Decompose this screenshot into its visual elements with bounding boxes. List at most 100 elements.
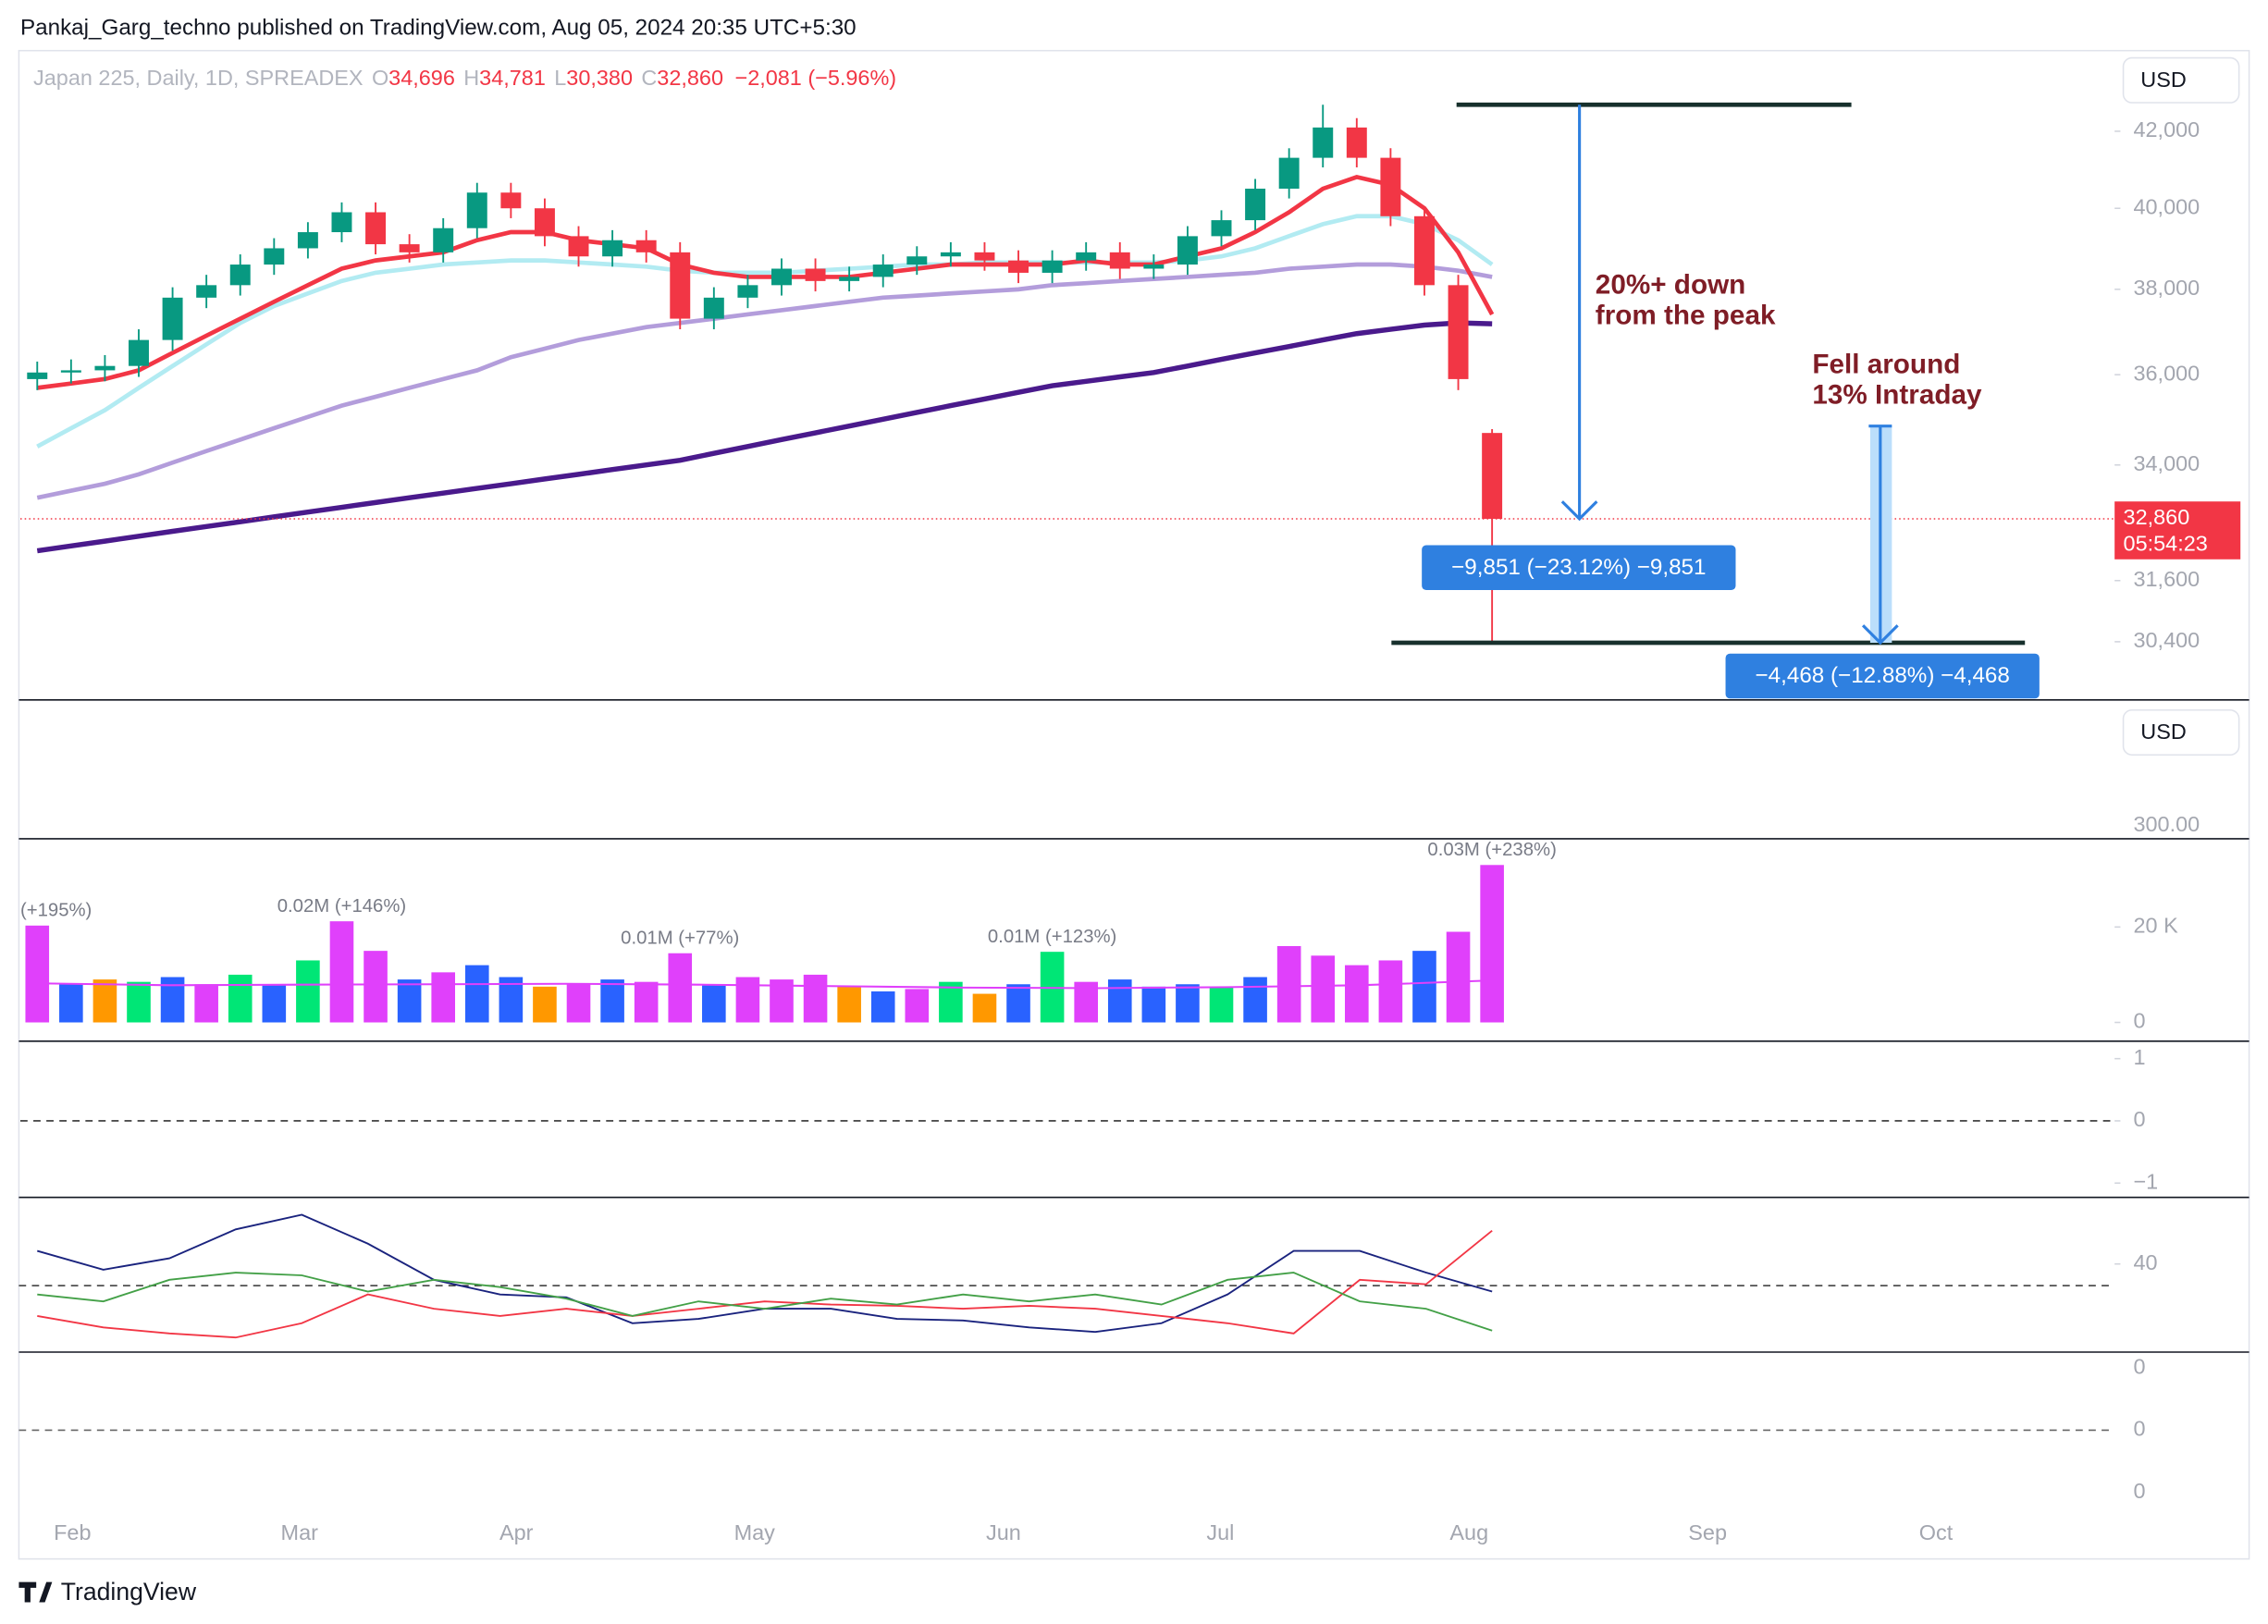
volume-bar: [905, 989, 930, 1023]
volume-bar: [1006, 984, 1030, 1023]
candle-body: [500, 192, 522, 209]
scale-label: 300.00: [2133, 812, 2200, 836]
y-tick-label: 31,600: [2133, 567, 2200, 591]
volume-bar: [770, 979, 794, 1023]
indicator-line: [37, 1272, 1493, 1332]
scale-label: 0: [2133, 1354, 2145, 1378]
x-tick-label: Jul: [1206, 1520, 1234, 1544]
volume-bar: [160, 977, 185, 1023]
h-name: H: [463, 66, 479, 90]
volume-bar: [533, 986, 557, 1023]
candle-body: [1245, 189, 1266, 221]
candle-body: [1211, 220, 1232, 237]
x-tick-label: Jun: [986, 1520, 1021, 1544]
candle-body: [297, 232, 318, 249]
measure-label: −4,468 (−12.88%) −4,468: [1756, 663, 2010, 688]
candle-body: [1313, 127, 1334, 158]
candle-body: [1380, 157, 1401, 216]
candle-body: [433, 228, 454, 252]
change: −2,081 (−5.96%): [735, 66, 897, 90]
annotation: from the peak: [1596, 300, 1776, 330]
currency[interactable]: USD: [2140, 68, 2186, 92]
volume-bar: [1480, 865, 1504, 1023]
x-tick-label: Sep: [1688, 1520, 1727, 1544]
volume-bar: [600, 979, 624, 1023]
y-tick-label: 36,000: [2133, 361, 2200, 385]
candle-body: [670, 252, 691, 319]
volume-bar: [431, 972, 456, 1023]
volume-bar: [972, 993, 997, 1023]
candle-body: [974, 252, 995, 261]
scale-label: 0: [2133, 1417, 2145, 1441]
y-tick-label: 42,000: [2133, 117, 2200, 141]
currency[interactable]: USD: [2140, 720, 2186, 744]
publisher-line: Pankaj_Garg_techno published on TradingV…: [20, 16, 857, 41]
y-tick-label: 40,000: [2133, 194, 2200, 218]
currency-button[interactable]: [2122, 708, 2240, 757]
volume-bar: [1378, 960, 1403, 1023]
candle-body: [1177, 236, 1198, 265]
annotation: 13% Intraday: [1812, 379, 1982, 410]
x-tick-label: Aug: [1449, 1520, 1488, 1544]
annotation: Fell around: [1812, 349, 1960, 379]
volume-label: 0.03M (+238%): [1427, 840, 1556, 860]
measure-box: [1725, 653, 2040, 699]
volume-bar: [735, 977, 760, 1023]
y-tick-label: 34,000: [2133, 451, 2200, 475]
candle-body: [1346, 127, 1367, 158]
volume-bar: [566, 984, 591, 1023]
volume-bar: [1311, 955, 1336, 1023]
volume-bar: [127, 981, 151, 1023]
y-tick-label: 1: [2133, 1045, 2145, 1069]
candle-body: [1413, 215, 1435, 286]
candle-body: [1076, 252, 1097, 261]
pane-separators: [18, 699, 2250, 1353]
currency-button[interactable]: [2122, 56, 2240, 104]
volume-bar: [803, 974, 828, 1023]
volume-bar: [329, 921, 354, 1023]
h-value: 34,781: [479, 66, 546, 90]
volume-bar: [702, 984, 726, 1023]
candle-body: [1008, 260, 1029, 273]
x-tick-label: Apr: [499, 1520, 534, 1544]
volume-bar: [296, 960, 320, 1023]
arrow-head: [1560, 500, 1598, 522]
candle-body: [1278, 157, 1300, 190]
volume-bar: [397, 979, 422, 1023]
countdown: 05:54:23: [2124, 531, 2208, 555]
moving-average: [36, 262, 1493, 500]
candle-body: [872, 265, 894, 277]
legend: Japan 225, Daily, 1D, SPREADEX O34,696 H34…: [33, 66, 896, 90]
candle-body: [365, 212, 387, 245]
last-price-label: 32,860: [2124, 505, 2190, 529]
volume-bar: [1141, 986, 1166, 1023]
candle-body: [399, 244, 420, 252]
candle-body: [568, 236, 589, 257]
candle-body: [264, 248, 285, 265]
measure-box: [1422, 545, 1736, 590]
candle-body: [906, 256, 928, 265]
o-name: O: [372, 66, 388, 90]
c-name: C: [641, 66, 657, 90]
candle-body: [703, 297, 724, 319]
l-name: L: [554, 66, 566, 90]
x-tick-label: Oct: [1919, 1520, 1954, 1544]
candle-body: [1482, 433, 1503, 519]
volume-bar: [1276, 945, 1301, 1023]
volume-bar: [228, 974, 253, 1023]
arrow-head: [1861, 624, 1899, 646]
chart-frame: [18, 49, 2250, 1560]
candle-body: [162, 297, 183, 340]
moving-average: [36, 320, 1493, 554]
candle-body: [1143, 265, 1165, 269]
scale-label: 0: [2133, 1479, 2145, 1503]
volume-bar: [1209, 986, 1234, 1023]
candle-body: [839, 277, 860, 281]
y-tick-label: 0: [2133, 1107, 2145, 1131]
o-value: 34,696: [388, 66, 455, 90]
annotation: 20%+ down: [1596, 269, 1746, 300]
candle-body: [331, 212, 352, 233]
